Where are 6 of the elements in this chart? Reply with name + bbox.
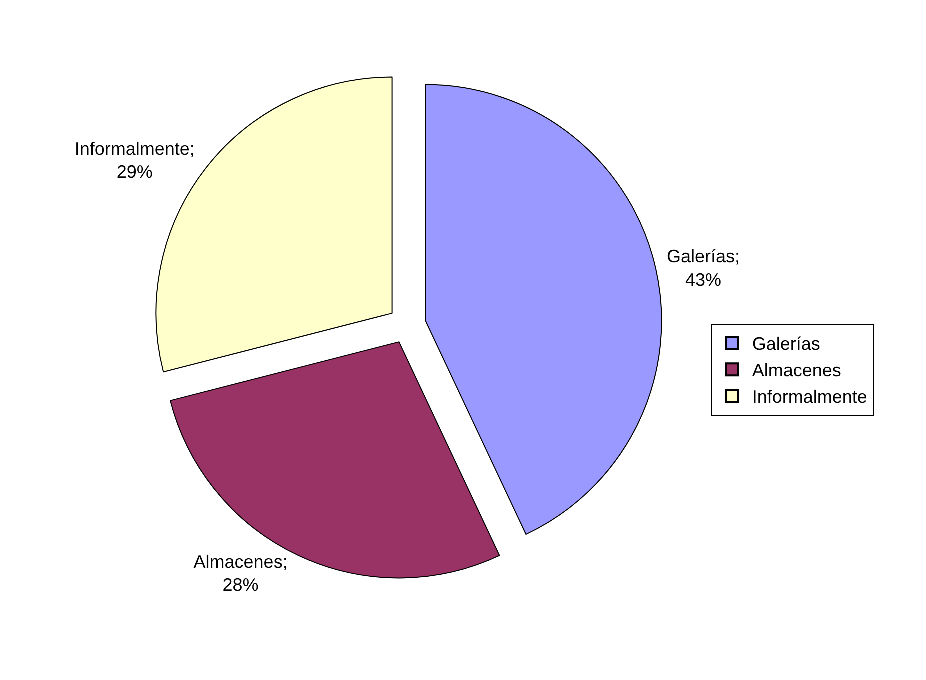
legend-label: Almacenes xyxy=(752,360,842,381)
legend-label: Informalmente xyxy=(752,387,868,408)
data-label: Galerías; 43% xyxy=(666,246,740,290)
data-label: Almacenes; 28% xyxy=(194,552,288,596)
legend-label: Galerías xyxy=(752,334,820,354)
data-label: Informalmente; 29% xyxy=(74,138,195,182)
